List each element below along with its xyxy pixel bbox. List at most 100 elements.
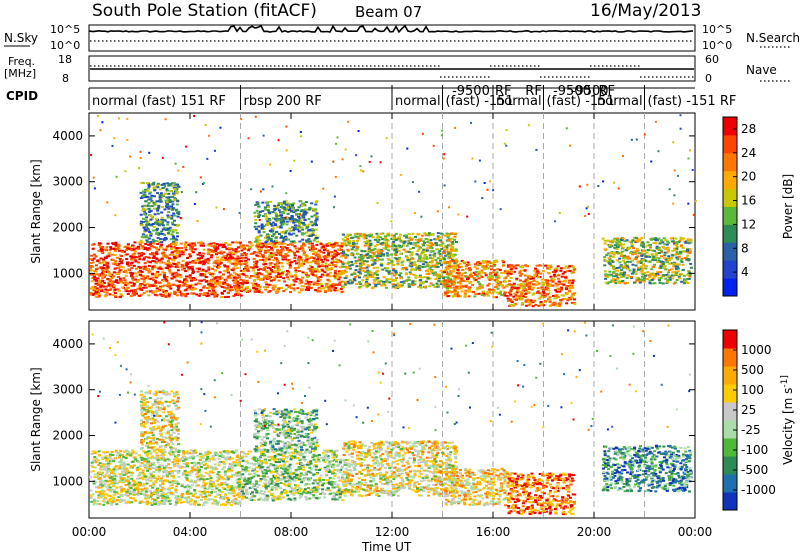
scatter-cell bbox=[239, 294, 243, 297]
scatter-cell bbox=[294, 227, 298, 230]
scatter-cell bbox=[319, 275, 323, 278]
scatter-cell bbox=[375, 232, 379, 235]
scatter-cell bbox=[213, 250, 217, 252]
scatter-cell bbox=[386, 253, 390, 256]
scatter-cell bbox=[400, 264, 404, 267]
scatter-cell bbox=[426, 246, 430, 249]
scatter-cell bbox=[351, 280, 354, 283]
scatter-cell bbox=[366, 243, 370, 246]
scatter-cell bbox=[688, 273, 692, 276]
scatter-cell bbox=[180, 191, 183, 194]
scatter-cell bbox=[670, 268, 674, 271]
scatter-cell bbox=[166, 245, 170, 248]
scatter-cell bbox=[166, 216, 170, 219]
scatter-cell bbox=[130, 256, 134, 259]
scatter-cell bbox=[612, 271, 616, 274]
scatter-cell bbox=[447, 277, 451, 280]
scatter-cell bbox=[344, 265, 348, 268]
scatter-cell bbox=[330, 286, 334, 289]
scatter-cell bbox=[453, 294, 457, 297]
scatter-cell bbox=[115, 279, 119, 282]
scatter-cell bbox=[365, 266, 369, 269]
scatter-cell bbox=[211, 250, 215, 253]
scatter-cell bbox=[415, 238, 418, 241]
scatter-cell bbox=[470, 275, 474, 277]
scatter-cell bbox=[666, 281, 670, 284]
scatter-cell bbox=[146, 227, 150, 230]
scatter-cell bbox=[390, 234, 394, 237]
scatter-cell bbox=[309, 229, 313, 232]
scatter-cell bbox=[275, 289, 279, 292]
scatter-cell bbox=[264, 241, 268, 244]
scatter-cell bbox=[241, 280, 245, 283]
scatter-cell bbox=[282, 239, 286, 241]
scatter-cell bbox=[258, 239, 262, 242]
scatter-cell bbox=[311, 224, 315, 227]
scatter-cell bbox=[573, 268, 577, 271]
scatter-cell bbox=[457, 287, 461, 290]
scatter-cell bbox=[276, 249, 280, 252]
scatter-cell bbox=[125, 290, 129, 293]
scatter-cell bbox=[147, 198, 151, 201]
scatter-cell bbox=[111, 144, 114, 147]
scatter-cell bbox=[275, 231, 279, 233]
scatter-cell bbox=[643, 271, 647, 274]
scatter-cell bbox=[97, 292, 101, 295]
scatter-cell bbox=[153, 203, 157, 206]
scatter-cell bbox=[132, 292, 136, 294]
scatter-cell bbox=[300, 281, 304, 284]
scatter-cell bbox=[396, 287, 400, 289]
scatter-cell bbox=[508, 299, 512, 301]
scatter-cell bbox=[132, 247, 136, 250]
scatter-cell bbox=[284, 235, 287, 238]
scatter-cell bbox=[333, 253, 337, 256]
scatter-cell bbox=[212, 242, 216, 245]
scatter-cell bbox=[522, 286, 526, 289]
scatter-cell bbox=[201, 274, 205, 277]
scatter-cell bbox=[493, 286, 497, 289]
scatter-cell bbox=[261, 210, 265, 213]
scatter-cell bbox=[298, 263, 302, 266]
scatter-cell bbox=[149, 209, 153, 212]
scatter-cell bbox=[257, 225, 261, 228]
scatter-cell bbox=[437, 277, 441, 280]
scatter-cell bbox=[605, 253, 609, 256]
scatter-cell bbox=[667, 241, 671, 244]
scatter-cell bbox=[625, 239, 629, 242]
scatter-cell bbox=[676, 263, 680, 266]
scatter-cell bbox=[193, 203, 196, 205]
scatter-cell bbox=[568, 269, 572, 272]
scatter-cell bbox=[215, 246, 219, 249]
scatter-cell bbox=[168, 201, 172, 203]
scatter-cell bbox=[435, 265, 439, 268]
scatter-cell bbox=[125, 258, 129, 261]
scatter-cell bbox=[324, 286, 328, 289]
scatter-cell bbox=[338, 276, 342, 279]
scatter-cell bbox=[411, 281, 415, 284]
scatter-cell bbox=[168, 226, 172, 229]
scatter-cell bbox=[232, 279, 236, 282]
scatter-cell bbox=[424, 280, 428, 283]
scatter-cell bbox=[243, 288, 247, 291]
scatter-cell bbox=[141, 205, 145, 208]
scatter-cell bbox=[607, 257, 611, 260]
scatter-cell bbox=[568, 286, 572, 289]
scatter-cell bbox=[96, 277, 100, 280]
scatter-cell bbox=[298, 219, 302, 222]
scatter-cell bbox=[162, 251, 166, 254]
scatter-cell bbox=[298, 248, 302, 251]
scatter-cell bbox=[143, 204, 147, 207]
scatter-cell bbox=[628, 246, 631, 249]
scatter-cell bbox=[241, 246, 245, 249]
scatter-cell bbox=[146, 282, 150, 285]
scatter-cell bbox=[176, 269, 180, 272]
scatter-cell bbox=[537, 282, 541, 285]
scatter-cell bbox=[666, 250, 670, 253]
scatter-cell bbox=[381, 243, 385, 246]
scatter-cell bbox=[400, 261, 404, 264]
scatter-cell bbox=[169, 190, 173, 192]
scatter-cell bbox=[330, 284, 334, 287]
scatter-cell bbox=[549, 285, 553, 287]
scatter-cell bbox=[513, 292, 517, 295]
scatter-cell bbox=[635, 248, 639, 251]
